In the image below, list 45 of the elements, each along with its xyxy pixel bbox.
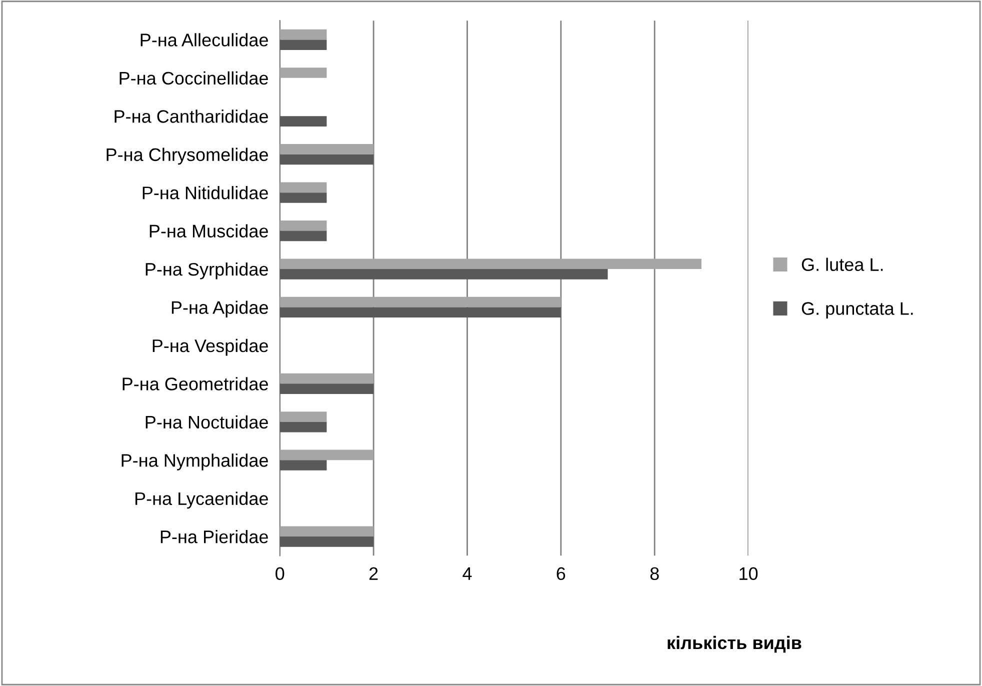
y-tick-label: Р-на Noctuidae <box>146 415 268 429</box>
y-tick-label: Р-на Apidae <box>172 300 268 318</box>
bar <box>280 29 327 40</box>
bar <box>280 460 327 470</box>
bar <box>280 373 374 384</box>
y-tick-label: Р-на Chrysomelidae <box>106 148 268 165</box>
y-tick-label: Р-на Muscidae <box>150 224 268 238</box>
x-tick-label: 10 <box>740 567 758 580</box>
bar <box>280 182 327 193</box>
y-tick-label: Р-на Lycaenidae <box>135 492 268 509</box>
bar <box>280 269 608 280</box>
y-tick-label: Р-на Alleculidae <box>140 33 268 46</box>
x-tick-label: 2 <box>369 567 378 580</box>
y-tick-label: Р-на Nymphalidae <box>122 454 268 470</box>
y-tick-label: Р-на Vespidae <box>152 338 268 356</box>
bar <box>280 144 374 154</box>
bar <box>280 296 561 308</box>
y-tick-label: Р-на Geometridae <box>122 377 268 390</box>
x-tick-label: 0 <box>276 567 284 580</box>
bar <box>280 422 327 432</box>
y-tick-label: Р-на Cantharididae <box>114 110 268 123</box>
bar <box>280 40 327 50</box>
y-tick-label: Р-на Coccinellidae <box>120 71 268 85</box>
x-tick-label: 8 <box>650 567 659 580</box>
y-tick-label: Р-на Syrphidae <box>146 262 268 280</box>
bar <box>280 307 561 318</box>
bar <box>280 412 327 422</box>
bar <box>280 192 327 203</box>
y-tick-label: Р-на Nitidulidae <box>142 186 268 200</box>
bar <box>280 450 374 460</box>
y-tick-label: Р-на Pieridae <box>160 530 268 544</box>
bar <box>280 68 327 78</box>
bar <box>280 526 374 537</box>
bar <box>280 154 374 165</box>
bar <box>280 536 374 547</box>
bar <box>280 258 702 270</box>
bar <box>280 384 374 394</box>
x-axis-title: кількість видів <box>668 636 802 653</box>
bar <box>280 230 327 242</box>
bar <box>280 220 327 231</box>
bar <box>280 116 327 126</box>
legend-label: G. punctata L. <box>802 302 913 318</box>
x-tick-label: 6 <box>556 567 566 580</box>
legend-label: G. lutea L. <box>802 258 883 272</box>
x-tick-label: 4 <box>462 567 472 580</box>
